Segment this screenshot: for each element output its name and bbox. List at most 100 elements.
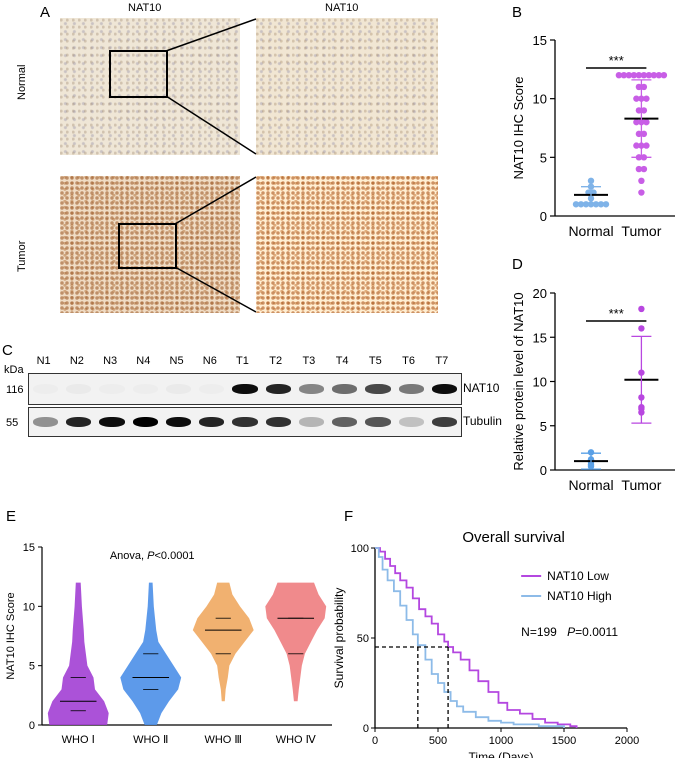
ihc-image-tumor-high <box>256 176 438 313</box>
zoom-line-normal-bottom <box>165 95 257 155</box>
violin-1 <box>47 582 109 725</box>
y-axis-title: Survival probability <box>332 588 346 689</box>
wbTop-band-2 <box>66 384 91 394</box>
wbBottom-band-13 <box>431 417 457 427</box>
x-tick-label-4: WHO Ⅳ <box>276 734 317 746</box>
wbBottom-band-2 <box>66 417 92 427</box>
chart-d: 0 5 10 15 20 Relative protein level of NAT10 N… <box>511 286 675 493</box>
lane-label-n4: N4 <box>136 355 151 367</box>
western-blot-tubulin <box>28 407 462 437</box>
y-tick-label-10: 10 <box>533 375 547 390</box>
dot-normal-7 <box>602 201 610 208</box>
wbTop-band-5 <box>166 384 191 394</box>
lane-label-n1: N1 <box>36 355 51 367</box>
panel-label-d: D <box>512 256 523 273</box>
lane-label-t1: T1 <box>236 355 249 367</box>
y-tick-label-0: 0 <box>363 723 369 735</box>
x-tick-label-tumor: Tumor <box>621 477 661 493</box>
y-tick-label-100: 100 <box>351 543 369 555</box>
panel-a-col-title-right: NAT10 <box>325 2 359 14</box>
dot-tumor-2 <box>620 72 628 79</box>
wbBottom-band-1 <box>33 417 59 427</box>
x-tick-label-0: 0 <box>372 735 378 747</box>
x-tick-label-tumor: Tumor <box>621 223 661 239</box>
mw-55: 55 <box>6 417 19 429</box>
n-annotation: N=199 <box>521 625 557 639</box>
x-tick-label-2: WHO Ⅱ <box>133 734 168 746</box>
wbTop-band-1 <box>33 384 58 394</box>
zoom-lines <box>165 18 257 313</box>
panel-label-b: B <box>512 4 523 21</box>
lane-label-t3: T3 <box>302 355 316 367</box>
dot-tumor-1 <box>638 305 645 313</box>
y-tick-label-0: 0 <box>29 720 35 732</box>
x-tick-label-1000: 1000 <box>489 735 513 747</box>
anova-p-symbol: P <box>147 550 155 562</box>
dot-tumor-5 <box>635 72 643 79</box>
x-axis-title: Time (Days) <box>469 750 534 758</box>
ihc-image-normal-high <box>256 18 438 155</box>
lane-label-n2: N2 <box>69 355 84 367</box>
wbTop-band-12 <box>398 384 424 394</box>
wbBottom-band-9 <box>298 417 325 427</box>
dot-tumor-22 <box>640 130 648 138</box>
y-tick-label-50: 50 <box>357 633 369 645</box>
lane-label-t6: T6 <box>402 355 415 367</box>
dot-tumor-30 <box>638 177 645 184</box>
dot-tumor-12 <box>640 83 648 91</box>
dot-tumor-20 <box>643 118 650 126</box>
dot-tumor-28 <box>635 165 643 173</box>
y-axis-title: NAT10 IHC Score <box>511 76 526 179</box>
legend-label-2: NAT10 High <box>547 589 611 603</box>
dot-tumor-21 <box>635 130 643 138</box>
wbBottom-band-8 <box>265 417 291 427</box>
chart-title: Overall survival <box>462 529 565 546</box>
dot-normal-6 <box>587 449 595 456</box>
blot-label-tubulin: Tubulin <box>463 414 502 428</box>
dot-tumor-10 <box>660 72 668 79</box>
wbTop-band-10 <box>332 384 358 394</box>
dot-tumor-17 <box>640 107 648 114</box>
dot-tumor-8 <box>650 72 658 79</box>
dot-tumor-6 <box>640 72 648 79</box>
wbTop-band-9 <box>298 384 325 394</box>
wbTop-band-11 <box>365 384 391 394</box>
zoom-line-tumor-top <box>174 176 257 225</box>
significance-stars: *** <box>609 306 624 321</box>
panel-a-col-title-left: NAT10 <box>128 2 162 14</box>
p-symbol: P <box>567 625 575 639</box>
chart-b: 0 5 10 15 NAT10 IHC Score Normal Tumor *** <box>511 33 675 239</box>
dot-tumor-4 <box>630 72 638 79</box>
wbTop-band-6 <box>199 384 224 394</box>
y-axis-title: NAT10 IHC Score <box>5 592 17 679</box>
zoom-box-normal <box>109 50 168 98</box>
dot-tumor-9 <box>655 72 663 79</box>
kda-label: kDa <box>4 364 24 376</box>
dot-tumor-13 <box>633 95 640 102</box>
y-tick-label-10: 10 <box>23 601 35 613</box>
wbBottom-band-5 <box>165 417 192 427</box>
lane-label-t7: T7 <box>435 355 449 367</box>
chart-e: 0 5 10 15 NAT10 IHC Score Anova, P<0.0001 WHO … <box>5 542 332 746</box>
zoom-box-tumor <box>118 223 177 269</box>
x-tick-label-1: WHO Ⅰ <box>62 734 95 746</box>
dot-tumor-2 <box>638 325 645 332</box>
lane-label-t5: T5 <box>368 355 382 367</box>
dot-tumor-3 <box>625 72 633 79</box>
x-tick-label-2000: 2000 <box>615 735 639 747</box>
dot-tumor-15 <box>643 95 650 102</box>
mw-116: 116 <box>6 384 24 396</box>
wbTop-band-4 <box>133 384 158 394</box>
panel-label-e: E <box>6 508 17 525</box>
x-tick-label-normal: Normal <box>568 477 613 493</box>
wbBottom-band-3 <box>99 417 125 427</box>
lane-label-n6: N6 <box>202 355 217 367</box>
y-tick-label-5: 5 <box>540 419 547 434</box>
zoom-line-normal-top <box>165 18 257 52</box>
violin-3 <box>192 582 254 702</box>
panel-label-c: C <box>2 342 13 359</box>
wbBottom-band-10 <box>332 417 358 427</box>
dot-tumor-1 <box>615 72 623 79</box>
y-tick-label-5: 5 <box>29 661 35 673</box>
legend-label-1: NAT10 Low <box>547 569 609 583</box>
